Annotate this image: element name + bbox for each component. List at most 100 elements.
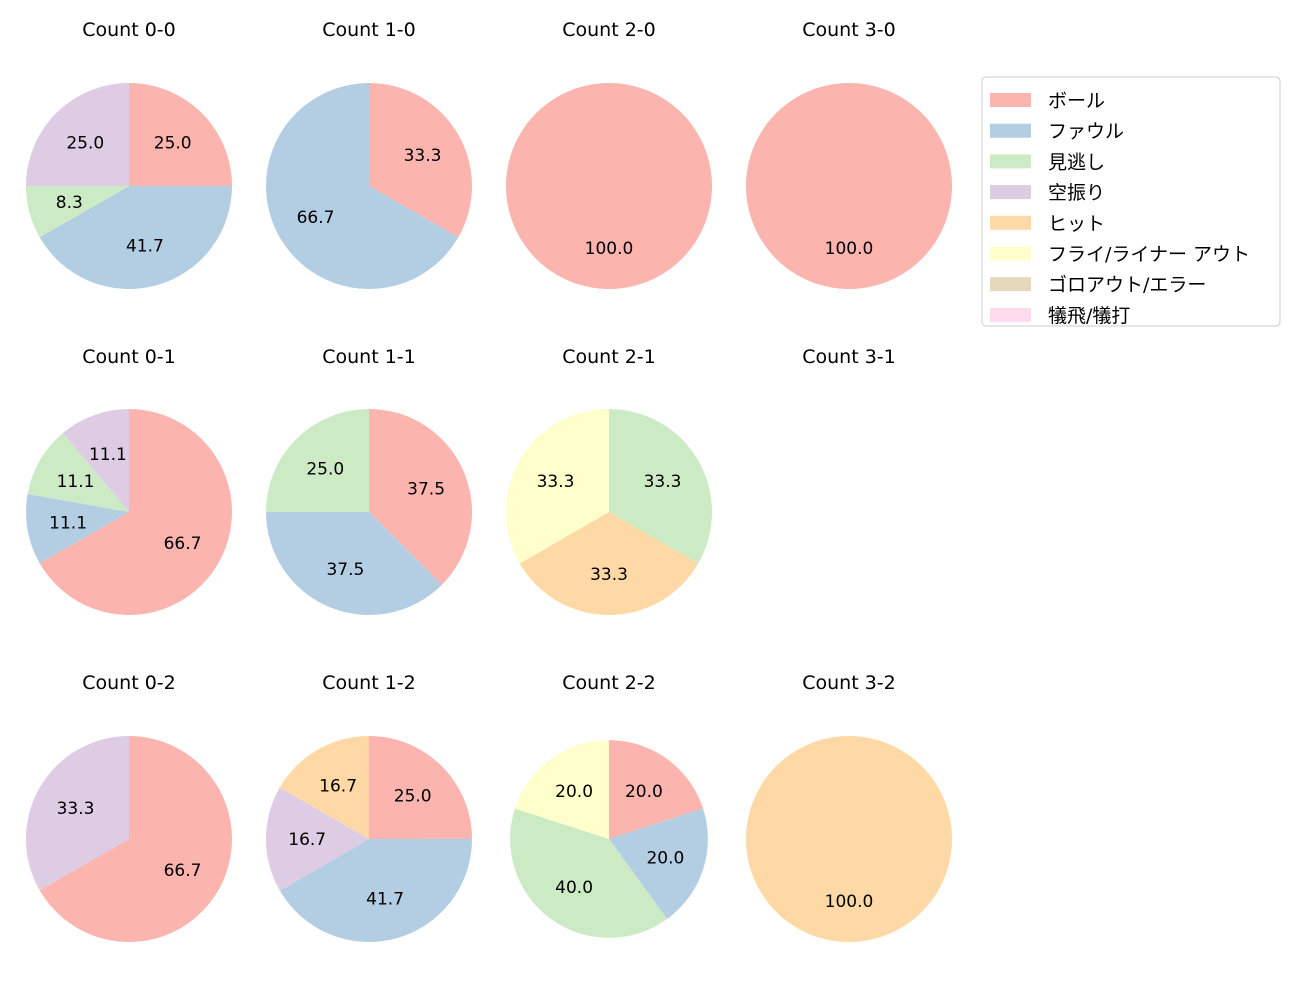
pie-title: Count 2-1 bbox=[562, 346, 656, 368]
pie-slice bbox=[25, 493, 130, 564]
legend-label: 犠飛/犠打 bbox=[1048, 305, 1130, 327]
pie-title: Count 3-1 bbox=[802, 346, 896, 368]
legend-frame bbox=[981, 76, 1281, 327]
pie-slice bbox=[26, 186, 129, 238]
pie-slice bbox=[266, 409, 369, 512]
pie-slice bbox=[279, 838, 473, 942]
pie-title: Count 1-1 bbox=[322, 346, 416, 368]
pie-title: Count 0-0 bbox=[82, 19, 176, 41]
legend-label: ファウル bbox=[1048, 121, 1124, 143]
legend-swatch bbox=[990, 93, 1031, 107]
pie-slice bbox=[506, 409, 609, 564]
pie-slice bbox=[39, 186, 232, 289]
slice-label: 20.0 bbox=[555, 782, 593, 802]
pie-slice bbox=[39, 736, 233, 942]
pie-slice bbox=[369, 83, 472, 238]
legend-swatch bbox=[990, 307, 1031, 322]
slice-label: 41.7 bbox=[366, 890, 404, 910]
pie-title: Count 0-2 bbox=[82, 672, 176, 694]
legend-label: ヒット bbox=[1048, 213, 1105, 235]
pie-slice bbox=[26, 83, 129, 186]
pie-title: Count 1-2 bbox=[322, 672, 416, 694]
pie-slice bbox=[266, 787, 369, 891]
pie-slice bbox=[609, 409, 712, 564]
slice-label: 33.3 bbox=[404, 146, 442, 166]
slice-label: 8.3 bbox=[56, 193, 83, 213]
slice-label: 16.7 bbox=[319, 777, 357, 797]
legend-label: ゴロアウト/エラー bbox=[1048, 274, 1206, 296]
slice-label: 11.1 bbox=[89, 445, 127, 465]
pie-12: Count 3-2 100.0 bbox=[746, 672, 952, 942]
slice-label: 11.1 bbox=[49, 514, 87, 534]
pie-4: Count 3-0 100.0 bbox=[746, 19, 952, 289]
slice-label: 33.3 bbox=[644, 472, 682, 492]
pie-slice bbox=[609, 808, 708, 919]
slice-label: 66.7 bbox=[297, 208, 335, 228]
pie-5: Count 0-1 66.7 11.1 11.1 11.1 bbox=[25, 346, 233, 616]
slice-label: 20.0 bbox=[625, 782, 663, 802]
slice-label: 25.0 bbox=[306, 459, 344, 479]
slice-label: 66.7 bbox=[164, 861, 202, 881]
pie-slice bbox=[265, 83, 459, 289]
pie-slice bbox=[519, 512, 699, 615]
pie-slice bbox=[369, 736, 472, 839]
pie-6: Count 1-1 37.5 37.5 25.0 bbox=[266, 346, 472, 615]
pie-slice bbox=[39, 409, 233, 616]
pie-slice bbox=[510, 808, 668, 938]
legend-swatch bbox=[990, 123, 1031, 138]
legend-swatch bbox=[990, 185, 1031, 200]
slice-label: 33.3 bbox=[57, 799, 95, 819]
pie-slice bbox=[369, 409, 472, 585]
slice-label: 25.0 bbox=[154, 133, 192, 153]
pie-9: Count 0-2 66.7 33.3 bbox=[26, 672, 233, 942]
slice-label: 33.3 bbox=[590, 565, 628, 585]
pie-slice bbox=[266, 512, 442, 615]
pie-3: Count 2-0 100.0 bbox=[506, 19, 712, 289]
pie-slice bbox=[129, 83, 232, 186]
slice-label: 66.7 bbox=[164, 534, 202, 554]
pie-2: Count 1-0 33.3 66.7 bbox=[265, 19, 472, 289]
legend-swatch bbox=[990, 215, 1031, 230]
slice-label: 16.7 bbox=[288, 830, 326, 850]
legend-swatch bbox=[990, 154, 1031, 169]
legend-swatch bbox=[990, 277, 1031, 292]
pie-title: Count 2-0 bbox=[562, 19, 656, 41]
legend-label: 見逃し bbox=[1048, 151, 1105, 173]
legend-label: フライ/ライナー アウト bbox=[1048, 244, 1250, 266]
pie-title: Count 1-0 bbox=[322, 19, 416, 41]
slice-label: 40.0 bbox=[555, 878, 593, 898]
pie-title: Count 2-2 bbox=[562, 672, 656, 694]
pie-slice bbox=[514, 740, 609, 839]
pie-11: Count 2-2 20.0 20.0 40.0 20.0 bbox=[510, 672, 708, 938]
slice-label: 100.0 bbox=[585, 239, 634, 259]
slice-label: 41.7 bbox=[126, 237, 164, 257]
slice-label: 100.0 bbox=[825, 239, 874, 259]
pie-1: Count 0-0 25.0 41.7 8.3 25.0 bbox=[26, 19, 232, 289]
slice-label: 37.5 bbox=[407, 479, 445, 499]
pie-slice bbox=[62, 409, 129, 512]
pie-slice bbox=[746, 736, 952, 942]
pie-slice bbox=[506, 83, 712, 289]
pie-slice bbox=[27, 433, 130, 512]
slice-label: 25.0 bbox=[66, 133, 104, 153]
legend-swatch bbox=[990, 246, 1031, 261]
pie-slice bbox=[746, 83, 952, 289]
slice-label: 11.1 bbox=[57, 472, 95, 492]
legend-label: 空振り bbox=[1048, 182, 1105, 204]
pie-title: Count 3-0 bbox=[802, 19, 896, 41]
slice-label: 25.0 bbox=[394, 786, 432, 806]
slice-label: 100.0 bbox=[825, 892, 874, 912]
pie-7: Count 2-1 33.3 33.3 33.3 bbox=[506, 346, 712, 615]
pie-slice bbox=[609, 740, 704, 839]
legend-label: ボール bbox=[1048, 90, 1105, 112]
pie-title: Count 3-2 bbox=[802, 672, 896, 694]
pie-slice bbox=[26, 736, 130, 891]
slice-label: 37.5 bbox=[326, 560, 364, 580]
pie-slice bbox=[279, 736, 369, 839]
pie-title: Count 0-1 bbox=[82, 346, 176, 368]
pie-8: Count 3-1 bbox=[802, 346, 896, 368]
slice-label: 20.0 bbox=[646, 848, 684, 868]
slice-label: 33.3 bbox=[537, 472, 575, 492]
